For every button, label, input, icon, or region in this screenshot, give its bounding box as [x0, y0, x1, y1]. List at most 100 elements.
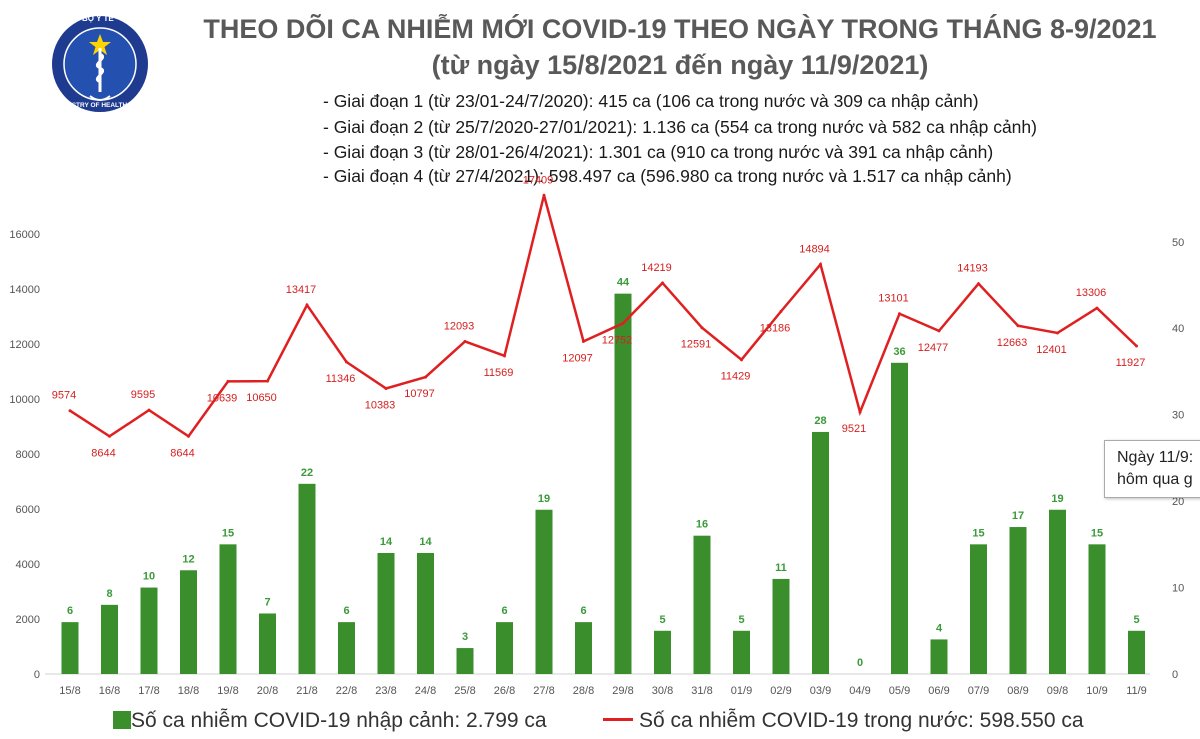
bar-value-label: 19 [1051, 493, 1063, 505]
bar-value-label: 15 [972, 527, 984, 539]
line-value-label: 12591 [681, 339, 712, 351]
bar [417, 552, 434, 674]
line-point [503, 354, 506, 358]
bar-value-label: 3 [462, 631, 468, 643]
bar [259, 613, 276, 674]
line-point [740, 358, 743, 362]
x-tick-label: 20/8 [257, 685, 278, 697]
line-point [977, 282, 980, 286]
line-point [1056, 331, 1059, 335]
x-tick-label: 09/8 [1047, 685, 1068, 697]
bar-value-label: 5 [1133, 614, 1139, 626]
x-tick-label: 29/8 [612, 685, 633, 697]
note-line-2: hôm qua g [1117, 471, 1193, 488]
line-value-label: 12093 [444, 320, 475, 332]
note-callout: Ngày 11/9: hôm qua g [1104, 440, 1200, 498]
bar-value-label: 14 [380, 536, 393, 548]
bar-value-label: 7 [264, 596, 270, 608]
y-left-tick-label: 2000 [16, 614, 40, 626]
bar-value-label: 17 [1012, 510, 1024, 522]
bar-value-label: 8 [106, 588, 112, 600]
line-value-label: 13186 [760, 322, 791, 334]
bar [377, 552, 395, 674]
y-right-tick-label: 50 [1172, 237, 1184, 249]
y-right-tick-label: 20 [1172, 496, 1184, 508]
line-point [424, 375, 427, 379]
bar-value-label: 4 [936, 622, 943, 634]
line-point [68, 409, 72, 413]
x-tick-label: 16/8 [99, 685, 120, 697]
line-value-label: 10383 [365, 399, 396, 411]
x-tick-label: 23/8 [375, 685, 396, 697]
line-point [1135, 344, 1138, 348]
line-point [147, 408, 151, 412]
x-tick-label: 26/8 [494, 685, 515, 697]
line-value-label: 11346 [326, 373, 356, 385]
legend-line-item: Số ca nhiễm COVID-19 trong nước: 598.550… [603, 709, 1084, 733]
bar-value-label: 6 [580, 605, 586, 617]
x-tick-label: 24/8 [415, 685, 436, 697]
bar-value-label: 5 [659, 614, 665, 626]
bar [812, 431, 829, 674]
bar [1088, 544, 1106, 674]
bar [772, 578, 790, 674]
x-tick-label: 27/8 [533, 685, 554, 697]
line-value-label: 9595 [131, 389, 155, 401]
line-point [542, 193, 546, 197]
y-left-tick-label: 0 [34, 669, 40, 681]
y-left-tick-label: 6000 [16, 504, 40, 516]
y-left-tick-label: 16000 [9, 229, 40, 241]
bar [575, 622, 592, 674]
line-value-label: 14193 [957, 263, 988, 275]
x-tick-label: 03/9 [810, 685, 831, 697]
y-right-tick-label: 30 [1172, 410, 1184, 422]
period-line-1: - Giai đoạn 1 (từ 23/01-24/7/2020): 415 … [323, 91, 979, 111]
x-tick-label: 17/8 [138, 685, 159, 697]
line-value-label: 13417 [286, 284, 317, 296]
line-value-label: 12752 [602, 334, 633, 346]
line-value-label: 12663 [997, 337, 1028, 349]
bar [733, 630, 750, 674]
line-value-label: 13101 [878, 293, 909, 305]
chart-title: THEO DÕI CA NHIỄM MỚI COVID-19 THEO NGÀY… [203, 14, 1157, 44]
bar-value-label: 44 [617, 277, 630, 289]
x-tick-label: 19/8 [217, 685, 238, 697]
bar [338, 622, 355, 674]
line-value-label: 17409 [523, 174, 554, 186]
x-tick-label: 30/8 [652, 685, 673, 697]
period-line-3: - Giai đoạn 3 (từ 28/01-26/4/2021): 1.30… [323, 142, 994, 162]
bar [298, 483, 316, 674]
y-left-tick-label: 12000 [9, 339, 40, 351]
x-tick-label: 21/8 [296, 685, 317, 697]
x-tick-label: 04/9 [849, 685, 870, 697]
legend-line-label: Số ca nhiễm COVID-19 trong nước: 598.550… [639, 709, 1084, 732]
line-value-label: 9574 [52, 390, 76, 402]
legend-line-swatch [603, 718, 633, 721]
bar [614, 293, 632, 674]
line-value-label: 11569 [484, 367, 514, 379]
line-value-label: 11927 [1116, 357, 1146, 369]
line-value-label: 10639 [207, 392, 238, 404]
bar [970, 544, 987, 674]
bar [1128, 630, 1145, 674]
bar [1049, 509, 1066, 674]
x-tick-label: 10/9 [1086, 685, 1107, 697]
line-point [266, 379, 269, 383]
bar-value-label: 14 [419, 536, 432, 548]
x-tick-label: 08/9 [1007, 685, 1028, 697]
line-value-label: 8644 [170, 447, 194, 459]
x-tick-label: 02/9 [770, 685, 791, 697]
logo-text-bottom: MINISTRY OF HEALTH [58, 102, 128, 109]
y-left-tick-label: 14000 [9, 284, 40, 296]
line-value-label: 12477 [918, 342, 949, 354]
bar [891, 362, 908, 674]
line-value-label: 12097 [562, 352, 593, 364]
bar [535, 509, 553, 674]
line-point [700, 326, 704, 330]
line-point [463, 339, 467, 343]
bar [180, 570, 197, 674]
bar-value-label: 6 [67, 605, 73, 617]
line-series [69, 194, 1138, 438]
bar [693, 535, 711, 674]
